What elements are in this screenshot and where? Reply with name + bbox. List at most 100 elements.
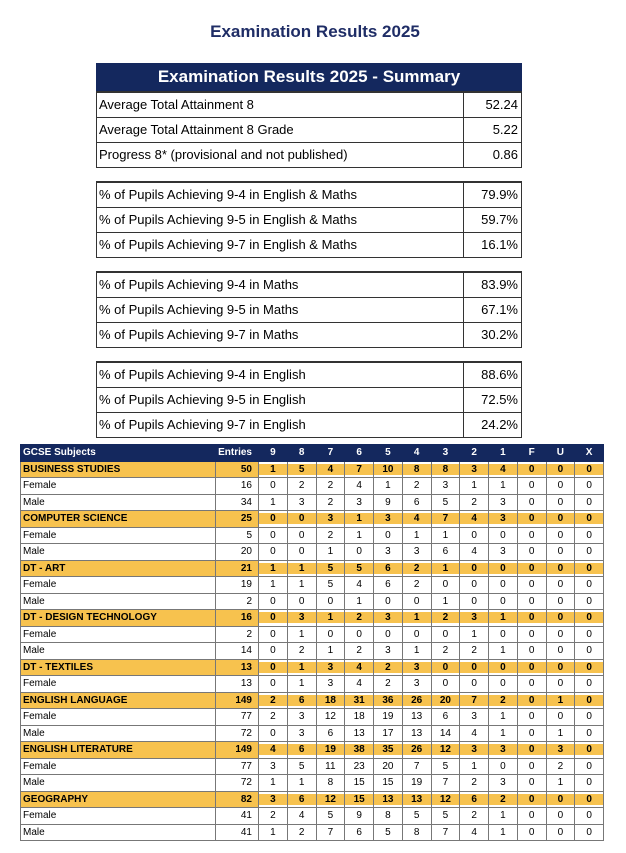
breakdown-cell: 0 <box>516 642 547 660</box>
breakdown-cell: 20 <box>215 543 259 561</box>
breakdown-cell: 3 <box>488 543 518 561</box>
breakdown-cell: 0 <box>574 823 604 841</box>
breakdown-cell: 1 <box>286 576 317 594</box>
subject-cell: 13 <box>401 790 432 808</box>
subject-value: 10 <box>374 463 402 475</box>
breakdown-cell: 0 <box>574 477 604 495</box>
summary-label: % of Pupils Achieving 9-5 in English <box>97 388 464 412</box>
breakdown-cell: 5 <box>430 493 461 511</box>
breakdown-cell: 2 <box>286 642 317 660</box>
breakdown-cell: 2 <box>430 642 461 660</box>
subject-cell: 2 <box>488 790 518 808</box>
subject-cell: BUSINESS STUDIES <box>20 460 216 478</box>
subject-cell: 3 <box>401 658 432 676</box>
breakdown-cell: 0 <box>516 757 547 775</box>
subject-cell: 3 <box>459 460 489 478</box>
breakdown-cell: 1 <box>545 724 576 742</box>
subject-value: 26 <box>402 744 431 756</box>
breakdown-cell: 0 <box>574 625 604 643</box>
subject-cell: 3 <box>286 609 317 627</box>
summary-row: Average Total Attainment 8 52.24 <box>97 93 521 117</box>
subject-value: 0 <box>575 513 603 525</box>
breakdown-cell: 2 <box>215 625 259 643</box>
breakdown-cell: Female <box>20 807 216 825</box>
subject-cell: 0 <box>545 658 576 676</box>
header-cell: F <box>516 444 547 462</box>
subject-cell: 38 <box>344 741 374 759</box>
breakdown-cell: 17 <box>373 724 403 742</box>
subject-cell: 1 <box>401 609 432 627</box>
subject-row: ENGLISH LITERATURE 149 4 6 19 38 35 26 12 3 3 0 3 0 <box>20 741 604 759</box>
subject-value: 0 <box>546 463 575 475</box>
breakdown-row: Male 41 1 2 7 6 5 8 7 4 1 0 0 0 <box>20 823 604 841</box>
subject-value: 1 <box>402 612 431 624</box>
subject-cell: 15 <box>344 790 374 808</box>
subject-value: 3 <box>374 612 402 624</box>
breakdown-cell: 11 <box>315 757 346 775</box>
subject-value: 20 <box>431 694 460 706</box>
subject-cell: 0 <box>545 609 576 627</box>
subject-value: 3 <box>460 463 488 475</box>
subject-cell: 4 <box>315 460 346 478</box>
subject-cell: 3 <box>459 741 489 759</box>
breakdown-cell: 72 <box>215 774 259 792</box>
breakdown-cell: 1 <box>344 526 374 544</box>
subject-value: 3 <box>259 793 287 805</box>
subject-cell: GEOGRAPHY <box>20 790 216 808</box>
subject-value: 0 <box>575 612 603 624</box>
subject-cell: 1 <box>286 658 317 676</box>
subject-value: 1 <box>345 513 373 525</box>
subject-row: DT - TEXTILES 13 0 1 3 4 2 3 0 0 0 0 0 0 <box>20 658 604 676</box>
subject-cell: 26 <box>401 691 432 709</box>
breakdown-cell: Male <box>20 592 216 610</box>
subject-cell: 0 <box>516 460 547 478</box>
subject-cell: 0 <box>545 790 576 808</box>
breakdown-cell: 0 <box>258 625 288 643</box>
subject-value: 0 <box>575 661 603 673</box>
summary-value: 24.2% <box>481 417 518 432</box>
breakdown-cell: 9 <box>344 807 374 825</box>
subject-value: 36 <box>374 694 402 706</box>
breakdown-cell: 0 <box>574 774 604 792</box>
breakdown-cell: 2 <box>215 592 259 610</box>
breakdown-row: Female 13 0 1 3 4 2 3 0 0 0 0 0 0 <box>20 675 604 693</box>
summary-label: % of Pupils Achieving 9-4 in Maths <box>97 273 464 297</box>
subject-cell: 4 <box>344 658 374 676</box>
breakdown-cell: 7 <box>430 774 461 792</box>
subject-cell: 4 <box>401 510 432 528</box>
subject-value: 5 <box>345 562 373 574</box>
breakdown-cell: 13 <box>215 675 259 693</box>
breakdown-cell: 0 <box>373 625 403 643</box>
subject-value: 0 <box>546 513 575 525</box>
breakdown-cell: 1 <box>430 526 461 544</box>
breakdown-cell: 0 <box>286 592 317 610</box>
breakdown-cell: 3 <box>286 724 317 742</box>
subject-value: 4 <box>316 463 345 475</box>
breakdown-cell: Male <box>20 642 216 660</box>
breakdown-cell: 0 <box>574 708 604 726</box>
subject-cell: 0 <box>545 510 576 528</box>
summary-value: 5.22 <box>492 122 518 137</box>
breakdown-cell: 3 <box>488 493 518 511</box>
breakdown-cell: 0 <box>315 592 346 610</box>
breakdown-cell: 0 <box>574 807 604 825</box>
breakdown-cell: 4 <box>344 576 374 594</box>
breakdown-cell: 4 <box>286 807 317 825</box>
breakdown-cell: 1 <box>488 642 518 660</box>
breakdown-cell: 4 <box>459 823 489 841</box>
breakdown-cell: Female <box>20 477 216 495</box>
breakdown-cell: 2 <box>459 807 489 825</box>
breakdown-cell: 2 <box>401 576 432 594</box>
breakdown-cell: 7 <box>401 757 432 775</box>
breakdown-cell: 0 <box>545 807 576 825</box>
breakdown-cell: 1 <box>286 675 317 693</box>
subject-value: 0 <box>575 793 603 805</box>
subject-value: 4 <box>345 661 373 673</box>
subject-cell: 0 <box>430 658 461 676</box>
breakdown-cell: 0 <box>574 576 604 594</box>
breakdown-row: Male 2 0 0 0 1 0 0 1 0 0 0 0 0 <box>20 592 604 610</box>
subject-value: 4 <box>402 513 431 525</box>
subject-value: 0 <box>575 463 603 475</box>
breakdown-cell: 1 <box>488 477 518 495</box>
breakdown-cell: 1 <box>373 477 403 495</box>
